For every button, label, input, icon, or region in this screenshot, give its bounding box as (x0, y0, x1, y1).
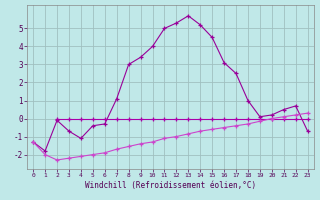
X-axis label: Windchill (Refroidissement éolien,°C): Windchill (Refroidissement éolien,°C) (85, 181, 256, 190)
